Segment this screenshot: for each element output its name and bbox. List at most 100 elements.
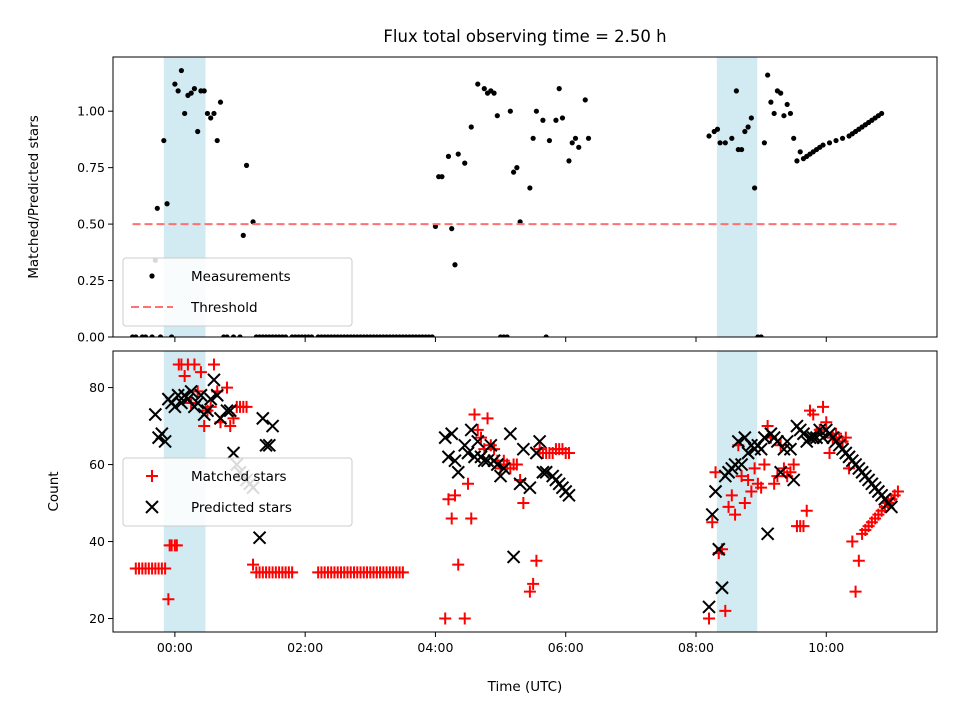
measurement-point bbox=[429, 334, 435, 337]
matched-point bbox=[846, 535, 859, 548]
predicted-point bbox=[777, 442, 791, 456]
matched-point bbox=[462, 477, 475, 490]
measurement-point bbox=[452, 262, 458, 268]
matched-point bbox=[468, 408, 481, 421]
matched-point bbox=[735, 470, 748, 483]
matched-point bbox=[742, 473, 755, 486]
matched-point bbox=[286, 566, 299, 579]
measurement-point bbox=[745, 124, 751, 130]
matched-point bbox=[527, 577, 540, 590]
predicted-point bbox=[728, 457, 742, 472]
predicted-point bbox=[705, 507, 719, 522]
predicted-point bbox=[884, 500, 899, 514]
matched-point bbox=[748, 462, 761, 475]
measurement-point bbox=[504, 334, 510, 337]
y-tick-label: 80 bbox=[89, 380, 105, 395]
y-axis-label-bottom: Count bbox=[46, 471, 62, 511]
predicted-point bbox=[158, 434, 172, 449]
measurement-point bbox=[879, 110, 885, 117]
measurement-point bbox=[161, 137, 167, 144]
predicted-point bbox=[220, 403, 234, 418]
predicted-point bbox=[760, 527, 775, 541]
measurement-point bbox=[540, 117, 546, 123]
chart-title: Flux total observing time = 2.50 h bbox=[383, 27, 666, 46]
measurement-point bbox=[738, 146, 745, 153]
predicted-point bbox=[783, 442, 798, 456]
y-tick-label: 40 bbox=[89, 534, 105, 549]
measurement-point bbox=[514, 165, 520, 171]
panel-frame-0 bbox=[112, 56, 938, 338]
measurement-point bbox=[569, 140, 575, 146]
y-tick-label: 1.00 bbox=[77, 104, 105, 119]
y-tick-label: 0.75 bbox=[77, 160, 105, 175]
measurement-point bbox=[439, 174, 445, 180]
measurement-point bbox=[133, 334, 139, 337]
measurement-point bbox=[752, 185, 758, 191]
matched-point bbox=[170, 539, 183, 552]
measurement-point bbox=[546, 137, 553, 144]
measurement-point bbox=[582, 97, 588, 103]
matched-point bbox=[891, 485, 904, 498]
matched-point bbox=[797, 520, 810, 533]
measurement-point bbox=[533, 108, 539, 114]
measurement-point bbox=[211, 110, 217, 117]
matched-point bbox=[465, 512, 478, 525]
predicted-point bbox=[536, 465, 550, 479]
matched-point bbox=[452, 558, 465, 571]
measurement-point bbox=[175, 88, 181, 94]
measurement-point bbox=[182, 110, 188, 117]
predicted-point bbox=[702, 600, 716, 614]
measurement-point bbox=[164, 201, 170, 207]
predicted-point bbox=[184, 384, 198, 399]
predicted-point bbox=[529, 446, 544, 460]
predicted-point bbox=[438, 430, 452, 445]
predicted-point bbox=[731, 434, 746, 449]
measurement-point bbox=[717, 140, 723, 146]
predicted-point bbox=[757, 430, 772, 445]
matched-point bbox=[240, 400, 253, 413]
predicted-point bbox=[523, 480, 537, 495]
predicted-point bbox=[461, 446, 475, 460]
measurement-point bbox=[729, 135, 735, 141]
measurement-point bbox=[787, 110, 794, 117]
predicted-point bbox=[210, 388, 224, 402]
predicted-point bbox=[445, 427, 459, 441]
legend-top-box bbox=[122, 257, 353, 327]
matched-point bbox=[530, 554, 543, 567]
predicted-point bbox=[493, 469, 508, 483]
predicted-point bbox=[497, 461, 511, 476]
measurement-point bbox=[481, 86, 487, 92]
measurement-point bbox=[778, 90, 784, 96]
measurement-point bbox=[154, 205, 160, 211]
measurement-point bbox=[784, 101, 790, 108]
x-tick-label: 02:00 bbox=[287, 640, 323, 655]
y-axis-label-top: Matched/Predicted stars bbox=[26, 115, 42, 278]
x-tick-label: 10:00 bbox=[808, 640, 844, 655]
measurement-point bbox=[553, 117, 559, 123]
measurement-point bbox=[283, 334, 289, 337]
y-tick-label: 0.50 bbox=[77, 217, 105, 232]
predicted-point bbox=[256, 411, 270, 426]
predicted-point bbox=[168, 400, 182, 414]
measurement-point bbox=[543, 334, 549, 337]
predicted-point bbox=[803, 430, 817, 445]
series-measurements bbox=[129, 67, 885, 337]
x-tick-label: 06:00 bbox=[548, 640, 584, 655]
x-tick-label: 08:00 bbox=[678, 640, 714, 655]
matched-point bbox=[787, 458, 800, 471]
predicted-point bbox=[471, 434, 485, 449]
matched-point bbox=[445, 512, 458, 525]
legend-matched-label: Matched stars bbox=[191, 469, 287, 485]
y-tick-label: 20 bbox=[89, 611, 105, 626]
predicted-point bbox=[441, 450, 456, 464]
predicted-point bbox=[480, 453, 495, 468]
measurement-point bbox=[224, 334, 230, 337]
top-panel: 0.00 0.25 0.50 0.75 1.00 bbox=[77, 56, 938, 345]
predicted-point bbox=[503, 427, 518, 441]
predicted-point bbox=[786, 473, 801, 487]
x-tick-label: 04:00 bbox=[417, 640, 453, 655]
predicted-point bbox=[816, 430, 830, 445]
predicted-point bbox=[809, 430, 824, 445]
measurement-point bbox=[240, 232, 246, 238]
measurement-point bbox=[781, 113, 787, 119]
